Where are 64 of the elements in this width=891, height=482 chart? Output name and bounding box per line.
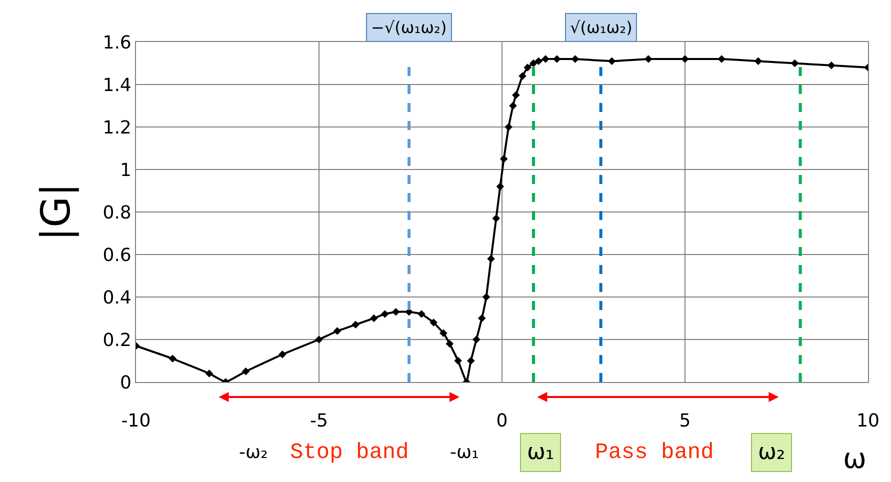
point [492, 214, 500, 222]
point [681, 55, 689, 63]
x-tick-label: 5 [679, 410, 691, 432]
point [534, 57, 542, 66]
point [482, 293, 490, 301]
text: Pass band [595, 440, 714, 465]
point [315, 336, 323, 344]
point [754, 57, 762, 66]
point [718, 55, 726, 63]
x-tick-label: -5 [310, 410, 328, 432]
point [380, 310, 389, 318]
y-tick-label: 0.4 [102, 287, 132, 308]
point [512, 91, 520, 100]
point [418, 310, 426, 318]
y-axis-title: |G| [33, 183, 80, 241]
point [370, 314, 378, 322]
point [530, 59, 538, 68]
point [553, 55, 561, 63]
point [454, 356, 462, 365]
point [352, 320, 360, 329]
point [542, 55, 550, 63]
x-tick-label: 0 [496, 410, 508, 432]
y-tick-label: 1.6 [102, 32, 132, 54]
point [278, 350, 286, 358]
point [446, 340, 454, 348]
y-tick-label: 0.6 [102, 244, 132, 266]
point [500, 154, 508, 163]
y-tick-label: 1.4 [102, 74, 132, 96]
y-tick-label: 1.2 [102, 117, 132, 138]
point [524, 64, 532, 72]
point [242, 367, 250, 376]
y-tick-label: 0.8 [102, 202, 132, 224]
point [487, 254, 495, 263]
point [392, 308, 400, 316]
text: -ω₂ [239, 442, 268, 463]
point [608, 57, 616, 66]
y-tick-label: 1 [120, 160, 132, 181]
point [790, 59, 799, 68]
point [472, 336, 480, 344]
point [504, 123, 512, 131]
point [496, 182, 504, 190]
y-tick-label: 0.2 [102, 330, 132, 351]
point [333, 327, 342, 335]
x-tick-label: 10 [856, 410, 880, 432]
point [168, 354, 176, 363]
ref-line-label: −√(ω₁ω₂) [371, 18, 447, 37]
text: ω₂ [758, 440, 786, 465]
x-tick-label: -10 [121, 410, 151, 432]
point [478, 314, 486, 322]
point [205, 370, 214, 378]
point [466, 356, 475, 365]
text: Stop band [290, 440, 409, 465]
point [518, 72, 526, 80]
x-axis-title: ω [843, 442, 866, 475]
point [430, 318, 438, 326]
point [440, 329, 448, 338]
text: ω₁ [527, 440, 554, 465]
y-tick-label: 0 [120, 372, 132, 394]
text: -ω₁ [450, 442, 479, 463]
point [828, 61, 836, 70]
point [509, 102, 517, 110]
ref-line-label: √(ω₁ω₂) [570, 18, 632, 37]
point [644, 55, 652, 63]
point [571, 55, 580, 63]
